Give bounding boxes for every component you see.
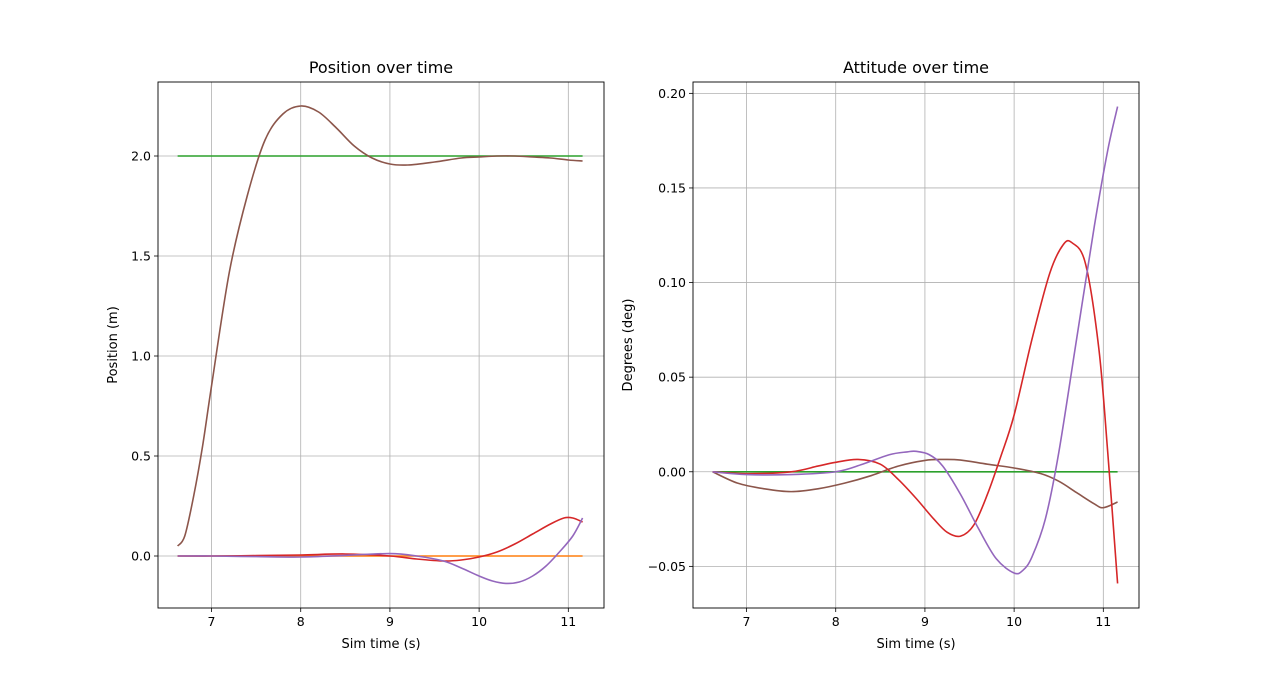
x-tick-label: 8 xyxy=(297,614,305,629)
chart-title: Attitude over time xyxy=(843,58,989,77)
position-chart-panel: Position over time Sim time (s) Position… xyxy=(106,58,605,652)
series-line xyxy=(177,517,584,585)
x-tick-label: 7 xyxy=(743,614,751,629)
y-tick-label: 0.20 xyxy=(658,86,686,101)
y-tick-label: 0.05 xyxy=(658,370,686,385)
plot-frame xyxy=(157,81,605,609)
y-tick-label: 1.0 xyxy=(131,349,151,364)
x-tick-label: 8 xyxy=(832,614,840,629)
attitude-chart-panel: Attitude over time Sim time (s) Degrees … xyxy=(621,58,1140,652)
y-axis-label: Position (m) xyxy=(106,306,121,384)
y-tick-label: 0.15 xyxy=(658,180,686,195)
series-line xyxy=(176,105,583,547)
y-tick-label: 1.5 xyxy=(131,249,151,264)
y-tick-label: 0.5 xyxy=(131,449,151,464)
series-line xyxy=(712,106,1119,575)
y-tick-label: 2.0 xyxy=(131,149,151,164)
y-tick-label: 0.0 xyxy=(131,549,151,564)
chart-title: Position over time xyxy=(309,58,453,77)
x-tick-label: 11 xyxy=(1095,614,1111,629)
y-axis-label: Degrees (deg) xyxy=(621,299,636,392)
series-line xyxy=(712,458,1118,509)
x-axis-label: Sim time (s) xyxy=(876,637,955,652)
gridlines xyxy=(693,82,1139,608)
plot-frame xyxy=(692,81,1140,609)
x-tick-label: 11 xyxy=(560,614,576,629)
y-tick-label: 0.10 xyxy=(658,275,686,290)
x-tick-label: 10 xyxy=(471,614,487,629)
x-tick-label: 10 xyxy=(1006,614,1022,629)
x-tick-label: 9 xyxy=(386,614,394,629)
y-tick-label: 0.00 xyxy=(658,464,686,479)
x-tick-label: 7 xyxy=(208,614,216,629)
series-line xyxy=(712,239,1119,584)
x-axis-label: Sim time (s) xyxy=(341,637,420,652)
series-line xyxy=(177,516,583,562)
x-tick-label: 9 xyxy=(921,614,929,629)
y-tick-label: −0.05 xyxy=(648,559,686,574)
